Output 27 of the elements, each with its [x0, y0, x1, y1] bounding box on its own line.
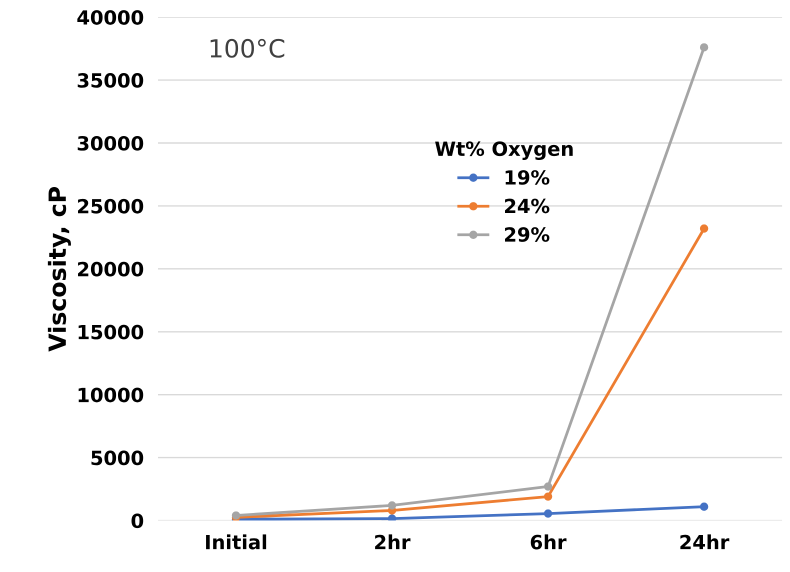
y-tick-label: 30000	[78, 136, 144, 151]
annotation: 100°C	[210, 38, 284, 58]
x-tick-label: 2hr	[375, 534, 410, 550]
point	[700, 502, 708, 511]
point	[700, 43, 708, 52]
y-tick-label: 5000	[91, 450, 144, 466]
legend-title: Wt% Oxygen	[435, 141, 573, 160]
y-axis-title: Viscosity, cP	[48, 186, 71, 352]
y-tick-label: 15000	[78, 324, 144, 340]
y-tick-label: 25000	[78, 198, 144, 214]
x-tick-label: 24hr	[680, 534, 730, 550]
point	[544, 492, 552, 501]
y-tick-label: 20000	[78, 262, 144, 277]
legend-label: 19%	[506, 170, 550, 185]
x-tick-label: 6hr	[530, 534, 566, 550]
point	[388, 514, 396, 521]
y-tick-label: 40000	[77, 10, 144, 25]
point	[388, 501, 396, 510]
point	[544, 509, 552, 518]
y-tick-label: 10000	[78, 388, 144, 402]
y-tick-label: 0	[132, 513, 144, 528]
legend-label: 24%	[505, 198, 550, 214]
y-tick-label: 35000	[78, 73, 144, 88]
point	[544, 482, 552, 491]
point	[700, 224, 708, 233]
x-tick-label: Initial	[206, 534, 266, 550]
legend-label: 29%	[505, 227, 550, 242]
